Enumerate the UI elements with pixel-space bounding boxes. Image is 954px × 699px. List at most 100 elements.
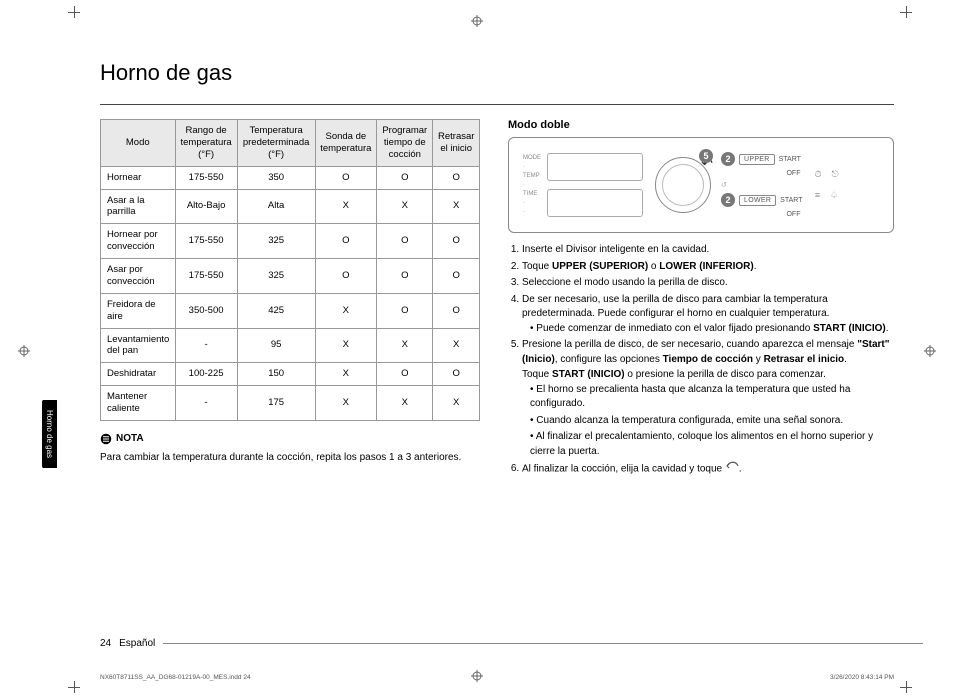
cell: - bbox=[175, 386, 237, 421]
cell: X bbox=[433, 328, 480, 363]
registration-mark bbox=[471, 669, 483, 681]
step: Presione la perilla de disco, de ser nec… bbox=[522, 338, 894, 459]
table-row: Freidora de aire350-500425XOO bbox=[101, 293, 480, 328]
cell: X bbox=[433, 189, 480, 224]
table-row: Asar a la parrillaAlto-BajoAltaXXX bbox=[101, 189, 480, 224]
panel-left-labels: MODE · TEMP · TIME · · bbox=[523, 155, 541, 215]
cell: - bbox=[175, 328, 237, 363]
table-row: Asar por convección175-550325OOO bbox=[101, 259, 480, 294]
cell: Asar por convección bbox=[101, 259, 176, 294]
panel-buttons: 2 UPPER START OFF ↺ 2 LOWER START OFF bbox=[721, 152, 802, 218]
table-row: Hornear por convección175-550325OOO bbox=[101, 224, 480, 259]
registration-mark bbox=[924, 344, 936, 356]
dial: ↶ 5 bbox=[655, 157, 711, 213]
cell: O bbox=[377, 259, 433, 294]
print-meta-left: NX60T8711SS_AA_DG68-01219A-00_MES.indd 2… bbox=[100, 674, 251, 681]
th: Sonda de temperatura bbox=[315, 120, 377, 167]
lbl: TEMP bbox=[523, 173, 541, 179]
screen bbox=[547, 153, 643, 181]
page: Horno de gas Modo Rango de temperatura (… bbox=[100, 60, 894, 649]
lbl: MODE bbox=[523, 155, 541, 161]
cell: X bbox=[315, 328, 377, 363]
back-icon bbox=[725, 461, 739, 477]
table-row: Mantener caliente-175XXX bbox=[101, 386, 480, 421]
table-row: Levantamiento del pan-95XXX bbox=[101, 328, 480, 363]
bell-icon: ♤ bbox=[830, 190, 838, 201]
panel-screens bbox=[547, 153, 643, 217]
callout-2: 2 bbox=[721, 152, 735, 166]
screen bbox=[547, 189, 643, 217]
off-label: OFF bbox=[786, 211, 800, 218]
cell: Hornear por convección bbox=[101, 224, 176, 259]
cell: O bbox=[315, 166, 377, 189]
cell: X bbox=[377, 328, 433, 363]
step: Al finalizar la cocción, elija la cavida… bbox=[522, 461, 894, 477]
cell: X bbox=[315, 189, 377, 224]
registration-mark bbox=[18, 344, 30, 356]
cell: X bbox=[315, 363, 377, 386]
cell: X bbox=[315, 293, 377, 328]
crop-mark bbox=[68, 6, 80, 18]
page-title: Horno de gas bbox=[100, 60, 894, 86]
th: Retrasar el inicio bbox=[433, 120, 480, 167]
cell: O bbox=[433, 166, 480, 189]
step: Seleccione el modo usando la perilla de … bbox=[522, 276, 894, 291]
subheading: Modo doble bbox=[508, 119, 894, 131]
cell: O bbox=[433, 293, 480, 328]
panel-icons: ⏱⎋ ≡♤ bbox=[814, 169, 838, 201]
cell: O bbox=[315, 224, 377, 259]
cell: 95 bbox=[237, 328, 315, 363]
cell: Asar a la parrilla bbox=[101, 189, 176, 224]
cell: Mantener caliente bbox=[101, 386, 176, 421]
th: Modo bbox=[101, 120, 176, 167]
upper-button: UPPER bbox=[739, 154, 775, 165]
cell: X bbox=[315, 386, 377, 421]
steps-list: Inserte el Divisor inteligente en la cav… bbox=[508, 243, 894, 477]
th: Programar tiempo de cocción bbox=[377, 120, 433, 167]
title-rule bbox=[100, 104, 894, 105]
crop-mark bbox=[68, 681, 80, 693]
cell: 350 bbox=[237, 166, 315, 189]
cell: Hornear bbox=[101, 166, 176, 189]
note-label: NOTA bbox=[116, 433, 144, 444]
cell: O bbox=[433, 363, 480, 386]
th: Temperatura predeterminada (°F) bbox=[237, 120, 315, 167]
page-lang: Español bbox=[119, 638, 155, 649]
step: De ser necesario, use la perilla de disc… bbox=[522, 293, 894, 337]
callout-2b: 2 bbox=[721, 193, 735, 207]
crop-mark bbox=[900, 681, 912, 693]
lower-button: LOWER bbox=[739, 195, 776, 206]
cell: 325 bbox=[237, 224, 315, 259]
page-number: 24 bbox=[100, 638, 111, 649]
cell: O bbox=[377, 293, 433, 328]
cell: O bbox=[315, 259, 377, 294]
cell: Deshidratar bbox=[101, 363, 176, 386]
cell: O bbox=[377, 166, 433, 189]
start-label: START bbox=[779, 156, 801, 163]
footer: 24 Español bbox=[100, 638, 923, 649]
lock-icon: ⎋ bbox=[832, 169, 839, 180]
cell: 425 bbox=[237, 293, 315, 328]
cell: O bbox=[433, 259, 480, 294]
print-meta-right: 3/26/2020 8:43:14 PM bbox=[830, 674, 894, 681]
callout-5: 5 bbox=[699, 149, 713, 163]
left-column: Modo Rango de temperatura (°F) Temperatu… bbox=[100, 119, 480, 479]
table-row: Deshidratar100-225150XOO bbox=[101, 363, 480, 386]
th: Rango de temperatura (°F) bbox=[175, 120, 237, 167]
cell: 150 bbox=[237, 363, 315, 386]
cell: X bbox=[433, 386, 480, 421]
cell: Levantamiento del pan bbox=[101, 328, 176, 363]
cell: Alta bbox=[237, 189, 315, 224]
cell: O bbox=[433, 224, 480, 259]
light-icon: ≡ bbox=[815, 190, 820, 201]
start-label: START bbox=[780, 197, 802, 204]
cell: 350-500 bbox=[175, 293, 237, 328]
cell: O bbox=[377, 363, 433, 386]
side-tab: Horno de gas bbox=[42, 400, 57, 468]
step: Inserte el Divisor inteligente en la cav… bbox=[522, 243, 894, 258]
note-text: Para cambiar la temperatura durante la c… bbox=[100, 452, 480, 463]
cell: O bbox=[377, 224, 433, 259]
off-label: OFF bbox=[786, 170, 800, 177]
cell: 100-225 bbox=[175, 363, 237, 386]
cell: 175-550 bbox=[175, 224, 237, 259]
